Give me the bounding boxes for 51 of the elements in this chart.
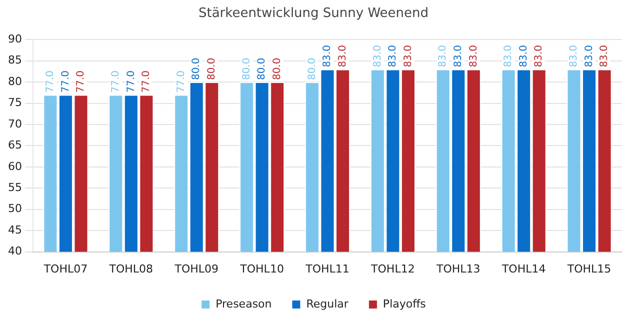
x-tick-label: TOHL12	[370, 262, 415, 276]
data-label: 80.0	[306, 58, 318, 80]
legend-label: Preseason	[216, 297, 272, 310]
data-label: 83.0	[568, 45, 580, 68]
x-tick-label: TOHL13	[435, 262, 480, 276]
data-label: 83.0	[438, 45, 449, 68]
x-tick-label: TOHL14	[500, 262, 546, 276]
data-label: 83.0	[402, 45, 414, 68]
y-tick-label: 85	[8, 54, 22, 67]
data-label: 83.0	[372, 45, 384, 68]
data-label: 83.0	[388, 45, 399, 68]
y-tick-label: 65	[8, 138, 22, 152]
data-label: 77.0	[60, 70, 72, 93]
data-label: 77.0	[110, 70, 122, 93]
data-label: 77.0	[141, 70, 152, 93]
data-label: 83.0	[452, 45, 464, 68]
data-label: 80.0	[241, 58, 252, 80]
x-tick-label: TOHL10	[239, 262, 284, 276]
data-label: 80.0	[191, 58, 202, 80]
data-label: 83.0	[468, 45, 480, 68]
y-tick-label: 45	[8, 223, 22, 236]
x-tick-label: TOHL08	[108, 262, 154, 276]
y-tick-label: 50	[8, 202, 22, 216]
data-label: 83.0	[599, 45, 610, 68]
y-tick-label: 90	[8, 32, 22, 46]
legend-label: Regular	[306, 297, 349, 310]
x-tick-label: TOHL09	[174, 262, 218, 276]
data-label: 77.0	[176, 70, 187, 93]
data-label: 80.0	[206, 58, 218, 80]
x-tick-label: TOHL15	[566, 262, 612, 276]
data-label: 83.0	[518, 45, 530, 68]
x-tick-label: TOHL11	[304, 262, 350, 276]
data-label: 83.0	[503, 45, 514, 68]
data-label: 77.0	[45, 70, 56, 93]
data-label: 77.0	[126, 70, 137, 93]
y-tick-label: 55	[8, 181, 22, 194]
chart-title: Stärkeentwicklung Sunny Weenend	[198, 6, 429, 22]
x-tick-label: TOHL07	[42, 262, 88, 276]
data-label: 83.0	[534, 45, 545, 68]
data-label: 80.0	[256, 58, 268, 80]
data-label: 83.0	[322, 45, 334, 68]
y-tick-label: 80	[8, 74, 22, 88]
y-tick-label: 40	[8, 244, 22, 258]
data-label: 83.0	[584, 45, 595, 68]
y-tick-label: 70	[8, 117, 22, 130]
y-tick-label: 75	[8, 96, 22, 110]
y-tick-label: 60	[8, 160, 22, 173]
data-label: 77.0	[76, 70, 87, 93]
data-label: 83.0	[337, 45, 348, 68]
data-label: 80.0	[272, 58, 283, 80]
legend-label: Playoffs	[382, 297, 426, 310]
